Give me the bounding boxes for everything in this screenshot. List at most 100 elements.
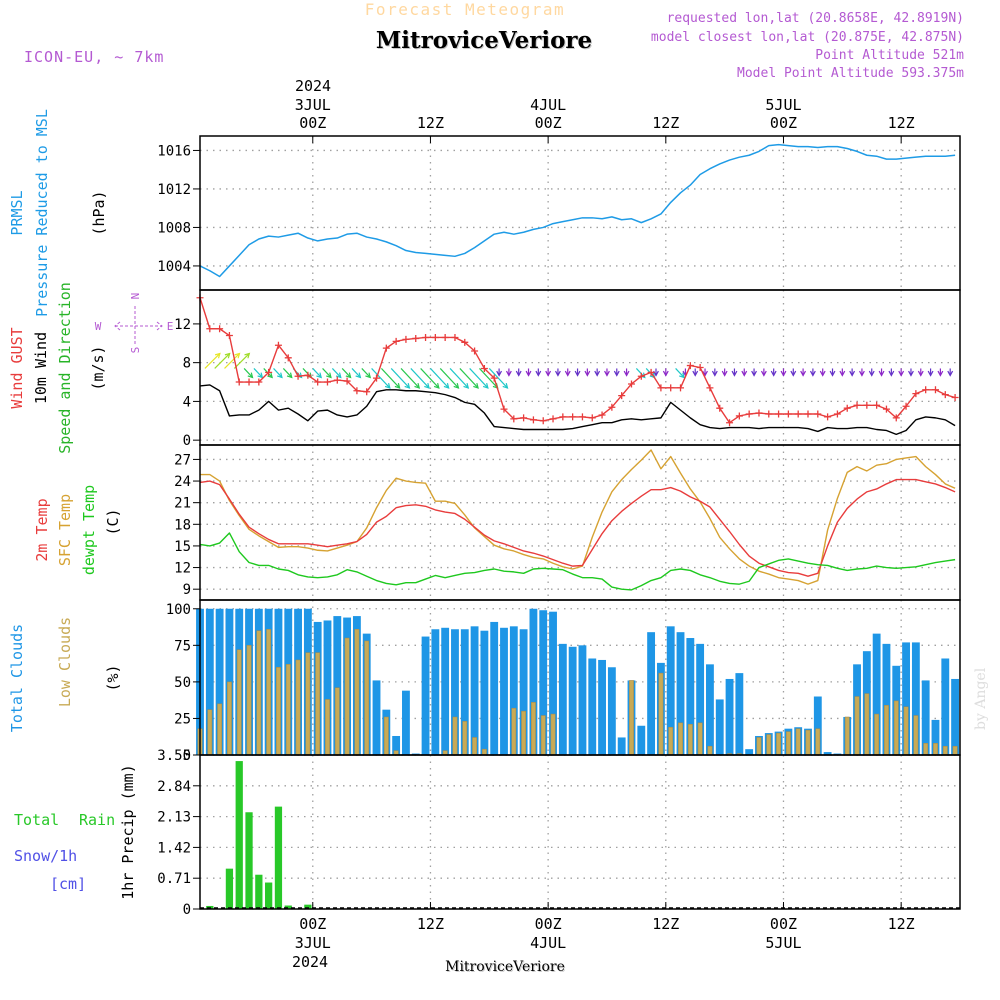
total-cloud-bar [441, 627, 450, 755]
wind-direction-arrowhead [424, 382, 430, 389]
wind-gust-point [422, 333, 430, 341]
low-cloud-bar [266, 628, 272, 756]
wind-direction-arrowhead [731, 370, 738, 377]
top-time-label: 12Z [888, 114, 915, 132]
wind-direction-arrow [273, 368, 283, 378]
precip-ytick-label: 0 [183, 902, 191, 918]
low-cloud-bar [295, 659, 301, 756]
closest-coords: model closest lon,lat (20.875E, 42.875N) [651, 30, 964, 45]
low-cloud-bar [864, 693, 870, 756]
low-cloud-bar [884, 705, 889, 756]
pressure-ytick-label: 1004 [157, 259, 191, 275]
wind-direction-arrowhead [711, 370, 718, 377]
total-cloud-bar [549, 611, 557, 755]
wind-gust-point [667, 384, 675, 392]
wind-direction-arrowhead [770, 370, 777, 377]
model-name: ICON-EU, ~ 7km [24, 48, 164, 66]
wind-gust-point [745, 410, 753, 418]
wind-gust-point [529, 416, 537, 424]
ylabel-dewpt-temp: dewpt Temp [80, 485, 98, 575]
total-cloud-bar [460, 629, 469, 755]
total-cloud-bar [941, 658, 950, 755]
wind-direction-arrowhead [898, 370, 905, 377]
total-cloud-bar [392, 735, 401, 755]
wind-direction-arrow [410, 368, 430, 389]
bottom-date-label: 3JUL [295, 934, 331, 952]
wind-direction-arrowhead [473, 382, 479, 389]
ylabel-total-clouds: Total Clouds [8, 624, 26, 732]
wind-direction-arrowhead [316, 372, 323, 379]
low-cloud-bar [658, 672, 664, 756]
wind-gust-point [588, 414, 596, 422]
temperature-ytick-label: 18 [174, 517, 191, 533]
wind-direction-arrowhead [927, 370, 934, 377]
wind-direction-arrow [479, 368, 499, 389]
wind-gust-point [931, 386, 939, 394]
wind-gust-point [461, 338, 469, 346]
wind-direction-arrowhead [679, 372, 685, 379]
rain-bar [235, 761, 243, 909]
wind-gust-point [431, 333, 439, 341]
low-cloud-bar [217, 703, 223, 756]
wind-direction-arrow [351, 368, 361, 378]
rain-bar [274, 806, 283, 909]
low-cloud-bar [521, 710, 527, 756]
wind-gust-point [686, 362, 694, 370]
ylabel-prmsl: PRMSL [8, 190, 26, 235]
low-cloud-bar [854, 696, 860, 756]
total-cloud-bar [931, 719, 940, 755]
wind-gust-point [363, 388, 371, 396]
pressure-ytick-label: 1016 [157, 143, 191, 159]
wind-gust-point [412, 334, 420, 342]
wind-direction-arrow [253, 368, 263, 378]
temperature-ytick-label: 9 [183, 582, 191, 598]
wind-gust-point [304, 371, 312, 379]
forecast-meteogram-subtitle: Forecast Meteogram [365, 0, 565, 19]
compass-e: E [167, 320, 174, 333]
wind-direction-arrowhead [286, 372, 293, 379]
clouds-ytick-label: 100 [166, 602, 191, 618]
top-year-label: 2024 [295, 77, 331, 95]
low-cloud-bar [354, 628, 360, 756]
precip-ytick-label: 2.13 [157, 810, 191, 826]
wind-direction-arrow [488, 368, 508, 389]
low-cloud-bar [462, 721, 468, 756]
wind-direction-arrowhead [662, 370, 669, 377]
wind-direction-arrowhead [849, 370, 856, 377]
wind-direction-arrow [233, 353, 250, 369]
total-cloud-bar [215, 608, 224, 755]
temp-2m-line [199, 478, 956, 577]
top-time-label: 00Z [770, 114, 797, 132]
wind-direction-arrowhead [751, 370, 757, 377]
wind-gust-point [863, 401, 871, 409]
low-cloud-bar [452, 716, 458, 756]
wind-direction-arrowhead [790, 370, 797, 377]
total-cloud-bar [509, 626, 518, 755]
total-cloud-bar [323, 620, 332, 755]
ylabel-speed-direction: Speed and Direction [56, 282, 74, 454]
wind-direction-arrowhead [502, 382, 509, 389]
wind-gust-point [726, 419, 734, 427]
clouds-ytick-label: 50 [174, 675, 191, 691]
rain-bar [284, 905, 292, 909]
wind-direction-arrowhead [878, 370, 885, 377]
ylabel-pressure-msl: Pressure Reduced to MSL [33, 109, 51, 317]
page-title: MitroviceVeriore [376, 27, 592, 54]
wind-direction-arrowhead [433, 382, 440, 389]
total-cloud-bar [637, 725, 646, 755]
wind-direction-arrow [430, 368, 450, 389]
total-cloud-bar [598, 659, 606, 755]
low-cloud-bar [236, 649, 242, 756]
wind-direction-arrowhead [868, 370, 875, 377]
total-cloud-bar [911, 642, 920, 755]
footer-station-name: MitroviceVeriore [445, 959, 565, 975]
total-cloud-bar [647, 632, 656, 755]
total-cloud-bar [529, 608, 538, 755]
total-cloud-bar [588, 658, 597, 755]
total-cloud-bar [480, 630, 489, 755]
bottom-time-label: 12Z [888, 915, 915, 933]
wind-gust-point [765, 410, 773, 418]
wind-direction-arrowhead [760, 370, 767, 377]
wind-gust-point [471, 347, 479, 355]
